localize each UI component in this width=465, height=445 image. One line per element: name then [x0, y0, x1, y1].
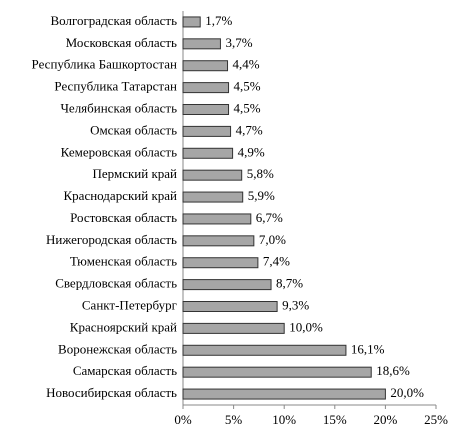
- value-label: 4,9%: [238, 144, 265, 159]
- bar: [182, 301, 278, 312]
- y-tick-label: Московская область: [66, 35, 177, 50]
- value-label: 8,7%: [276, 276, 303, 291]
- bar: [182, 16, 201, 28]
- y-tick-label: Санкт-Петербург: [82, 297, 177, 312]
- value-label: 9,3%: [282, 297, 309, 312]
- y-tick-label: Самарская область: [73, 363, 177, 378]
- bar: [182, 191, 244, 203]
- value-label: 5,8%: [247, 166, 274, 181]
- value-label: 6,7%: [256, 210, 283, 225]
- bar: [182, 60, 229, 72]
- value-label: 3,7%: [225, 35, 252, 50]
- bar: [182, 213, 252, 225]
- value-label: 7,0%: [259, 232, 286, 247]
- x-tick-label: 25%: [424, 412, 448, 427]
- y-tick-label: Ростовская область: [70, 210, 177, 225]
- bar: [182, 125, 232, 137]
- value-label: 4,7%: [236, 122, 263, 137]
- x-tick-label: 10%: [272, 412, 296, 427]
- bar: [182, 82, 230, 94]
- y-tick-label: Республика Башкортостан: [32, 57, 178, 72]
- bar: [182, 366, 372, 378]
- y-tick-label: Челябинская область: [60, 100, 177, 115]
- y-tick-label: Красноярский край: [70, 319, 177, 334]
- y-tick-label: Омская область: [90, 122, 177, 137]
- x-tick-label: 5%: [225, 412, 243, 427]
- bar: [182, 104, 230, 115]
- y-tick-label: Кемеровская область: [61, 144, 177, 159]
- y-tick-label: Республика Татарстан: [54, 79, 177, 94]
- bar: [182, 169, 243, 181]
- y-tick-label: Тюменская область: [70, 254, 177, 269]
- value-label: 18,6%: [376, 363, 410, 378]
- bar: [182, 344, 347, 356]
- y-tick-label: Воронежская область: [58, 341, 177, 356]
- bar: [182, 38, 221, 50]
- y-tick-label: Краснодарский край: [64, 188, 178, 203]
- y-tick-label: Волгоградская область: [50, 13, 177, 28]
- value-label: 7,4%: [263, 254, 290, 269]
- value-label: 4,5%: [234, 79, 261, 94]
- y-tick-label: Новосибирская область: [46, 385, 177, 400]
- value-label: 20,0%: [390, 385, 424, 400]
- value-label: 5,9%: [248, 188, 275, 203]
- value-label: 4,5%: [234, 100, 261, 115]
- value-label: 10,0%: [289, 319, 323, 334]
- x-tick-label: 0%: [174, 412, 192, 427]
- bar: [182, 257, 259, 269]
- x-tick-label: 20%: [373, 412, 397, 427]
- bar: [182, 235, 255, 247]
- bar: [182, 147, 234, 159]
- bar: [182, 388, 386, 400]
- y-tick-label: Пермский край: [93, 166, 178, 181]
- bar: [182, 322, 285, 334]
- x-tick-label: 15%: [323, 412, 347, 427]
- y-tick-label: Свердловская область: [55, 276, 177, 291]
- value-label: 16,1%: [351, 341, 385, 356]
- bar: [182, 279, 272, 291]
- y-tick-label: Нижегородская область: [46, 232, 177, 247]
- value-label: 1,7%: [205, 13, 232, 28]
- value-label: 4,4%: [233, 57, 260, 72]
